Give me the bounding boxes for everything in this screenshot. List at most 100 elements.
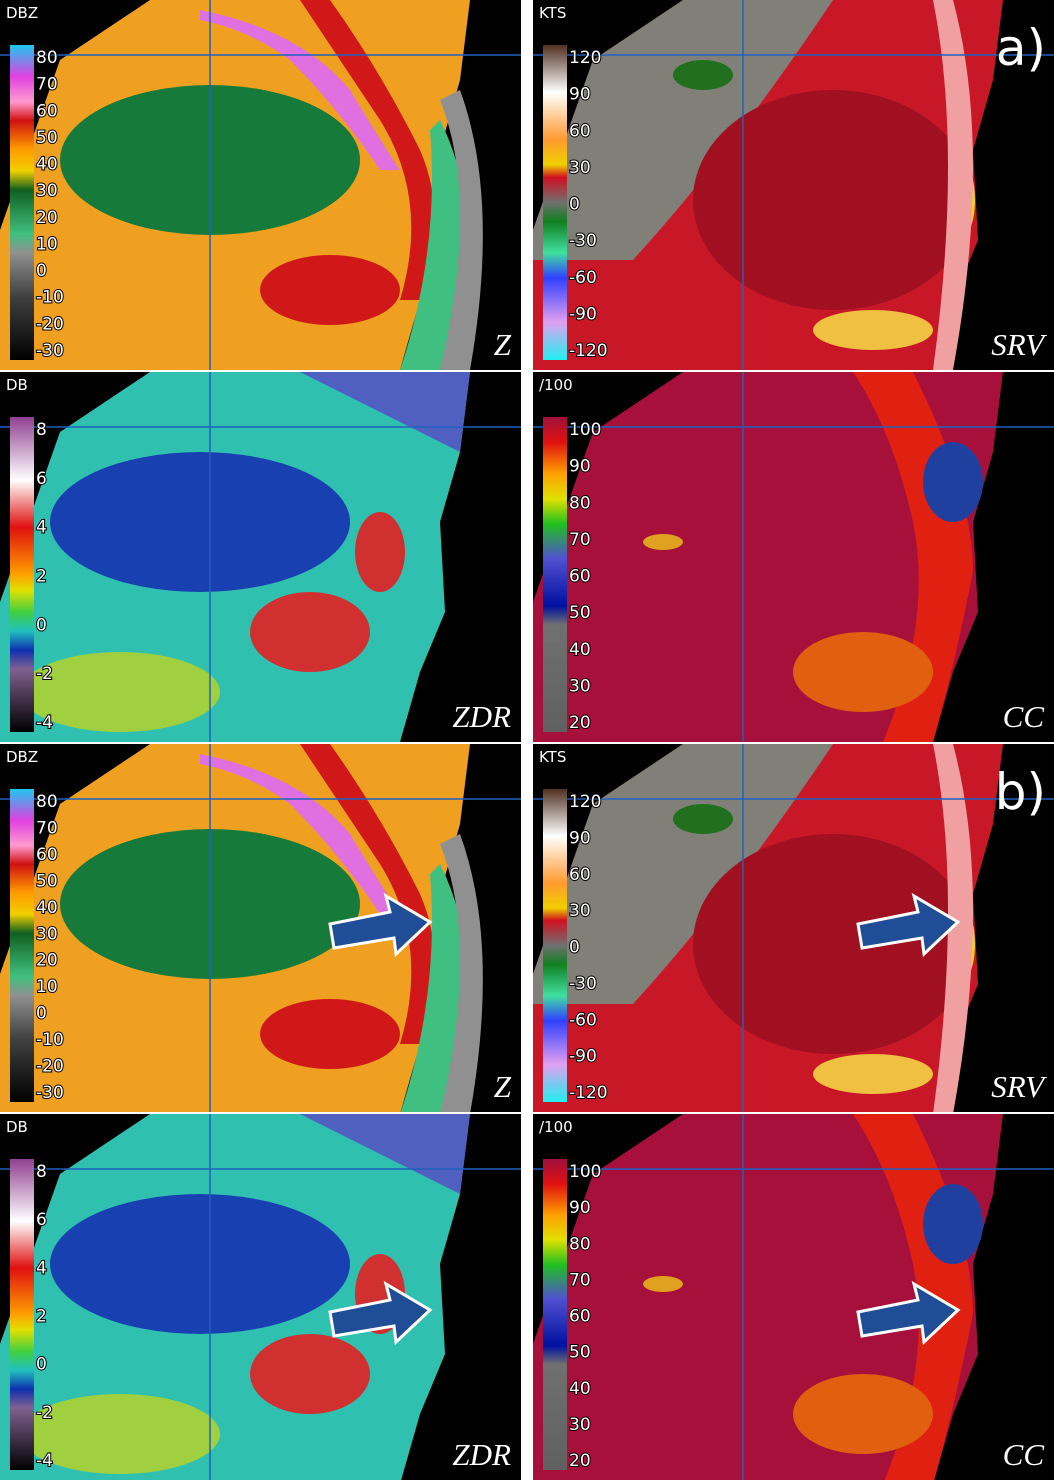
colorbar-label: 20 [569,1451,591,1471]
radar-feature [813,1054,933,1094]
colorbar [10,1159,34,1470]
colorbar-label: 0 [36,261,47,281]
product-label: Z [494,327,512,362]
radar-feature [793,1374,933,1454]
colorbar-label: 100 [569,1162,601,1182]
colorbar-label: 30 [36,181,58,201]
colorbar-label: 2 [36,567,47,587]
colorbar-label: 4 [36,1258,47,1278]
colorbar-label: -120 [569,1083,608,1103]
radar-feature [250,1334,370,1414]
colorbar-label: 2 [36,1307,47,1327]
colorbar-label: 0 [569,938,580,958]
colorbar-label: -4 [36,713,53,733]
colorbar-label: 60 [569,567,591,587]
radar-feature [50,452,350,592]
colorbar-label: -60 [569,1010,597,1030]
colorbar-label: -30 [36,341,64,361]
colorbar-label: 40 [36,898,58,918]
colorbar-label: 40 [36,155,58,175]
colorbar [543,789,567,1102]
product-label: CC [1003,699,1045,734]
colorbar-label: 50 [569,603,591,623]
colorbar-label: 60 [36,101,58,121]
colorbar-label: -10 [36,288,64,308]
colorbar-label: 10 [36,977,58,997]
colorbar-label: 70 [36,818,58,838]
radar-feature [923,1184,983,1264]
colorbar-label: 60 [569,1307,591,1327]
colorbar-label: 90 [569,828,591,848]
colorbar-label: -20 [36,314,64,334]
colorbar-label: 10 [36,234,58,254]
colorbar-label: 100 [569,420,601,440]
product-label: SRV [991,1069,1047,1104]
colorbar-unit: DB [6,376,28,394]
panel-tag: b) [995,763,1046,821]
colorbar [543,417,567,732]
colorbar-label: -30 [569,231,597,251]
colorbar-label: 30 [569,158,591,178]
colorbar [543,1159,567,1470]
colorbar-label: -90 [569,304,597,324]
colorbar-label: 90 [569,457,591,477]
colorbar-label: 50 [569,1343,591,1363]
colorbar-label: 8 [36,420,47,440]
radar-feature [260,255,400,325]
colorbar-label: 80 [569,493,591,513]
colorbar-label: 70 [36,75,58,95]
colorbar-label: 30 [36,924,58,944]
colorbar-label: 30 [569,1415,591,1435]
colorbar-label: 4 [36,518,47,538]
colorbar-label: 70 [569,530,591,550]
radar-feature [643,534,683,550]
product-label: ZDR [452,699,511,734]
colorbar-label: -20 [36,1057,64,1077]
colorbar-label: -120 [569,341,608,361]
colorbar-label: 20 [36,208,58,228]
radar-feature [923,442,983,522]
colorbar-label: -30 [36,1083,64,1103]
figure: DBZ80706050403020100-10-20-30ZKTS1209060… [0,0,1054,1480]
colorbar-label: 90 [569,85,591,105]
colorbar-label: 0 [569,195,580,215]
radar-feature [673,60,733,90]
colorbar-label: 80 [36,48,58,68]
colorbar-label: 80 [569,1234,591,1254]
colorbar-label: 20 [569,713,591,733]
colorbar-unit: /100 [539,376,573,394]
radar-feature [813,310,933,350]
radar-feature [693,90,973,310]
colorbar-label: 60 [569,121,591,141]
colorbar-label: 70 [569,1270,591,1290]
colorbar-label: -60 [569,268,597,288]
colorbar-label: -2 [36,1403,53,1423]
colorbar-label: -4 [36,1451,53,1471]
colorbar-label: 6 [36,469,47,489]
product-label: SRV [991,327,1047,362]
colorbar-label: 6 [36,1210,47,1230]
colorbar-label: 8 [36,1162,47,1182]
radar-feature [260,999,400,1069]
colorbar-label: 120 [569,792,601,812]
colorbar-label: 60 [36,845,58,865]
colorbar-label: 120 [569,48,601,68]
radar-feature [643,1276,683,1292]
colorbar-label: -30 [569,974,597,994]
colorbar-label: 50 [36,128,58,148]
colorbar-unit: /100 [539,1118,573,1136]
radar-feature [793,632,933,712]
colorbar-label: 30 [569,901,591,921]
colorbar-label: 50 [36,871,58,891]
colorbar-label: 90 [569,1198,591,1218]
colorbar-label: 30 [569,676,591,696]
product-label: CC [1003,1437,1045,1472]
panel-tag: a) [996,19,1046,77]
